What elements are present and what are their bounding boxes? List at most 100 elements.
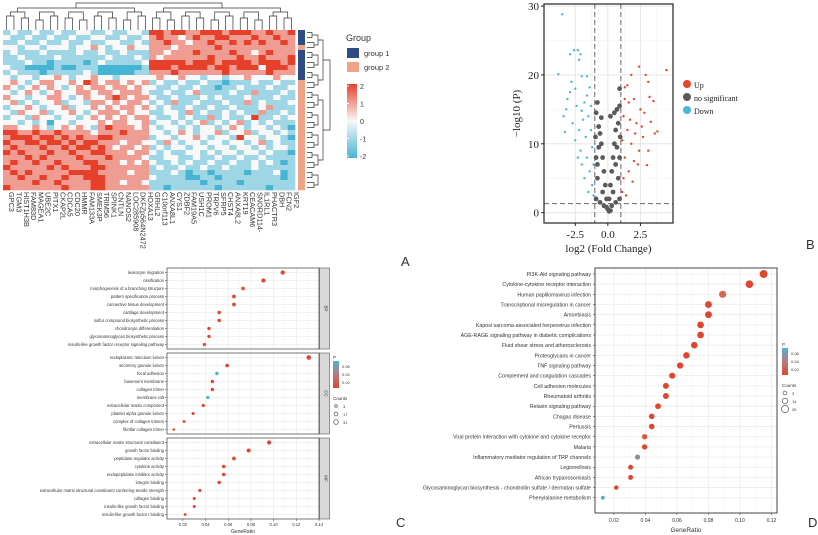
- heatmap-cell: [207, 70, 215, 76]
- heatmap-cell: [207, 125, 215, 131]
- heatmap-cell: [68, 185, 77, 191]
- heatmap-cell: [192, 120, 201, 126]
- heatmap-cell: [251, 45, 259, 51]
- gene-label: CEACAM6: [248, 192, 257, 227]
- heatmap-cell: [46, 40, 55, 46]
- heatmap-cell: [251, 165, 259, 171]
- heatmap-cell: [105, 70, 113, 76]
- heatmap-cell: [273, 125, 281, 131]
- heatmap-cell: [163, 30, 172, 36]
- heatmap-cell: [112, 155, 121, 161]
- heatmap-cell: [229, 110, 237, 116]
- heatmap-cell: [251, 150, 259, 156]
- heatmap-cell: [119, 185, 128, 191]
- heatmap-cell: [76, 110, 84, 116]
- heatmap-cell: [280, 125, 288, 131]
- heatmap-cell: [170, 55, 179, 61]
- heatmap-cell: [214, 105, 223, 111]
- heatmap-cell: [39, 40, 48, 46]
- heatmap-cell: [258, 95, 267, 101]
- gene-label: FAM133A: [87, 192, 96, 224]
- term-label: glycosaminoglycan biosynthetic process: [90, 334, 164, 339]
- term-label: Fluid shear stress and atherosclerosis: [502, 343, 592, 349]
- heatmap-cell: [243, 100, 252, 106]
- heatmap-cell: [105, 80, 113, 86]
- gene-label: HMMR: [80, 192, 89, 215]
- heatmap-cell: [149, 35, 157, 41]
- heatmap-cell: [112, 115, 121, 121]
- gene-label: DKFZp564N2472: [139, 192, 148, 249]
- heatmap-cell: [280, 140, 288, 146]
- row-dendrogram: [307, 32, 331, 188]
- volcano-point-up: [627, 101, 630, 104]
- heatmap-cell: [170, 45, 179, 51]
- dendrogram-branch: [79, 19, 88, 30]
- heatmap-cell: [163, 170, 172, 176]
- heatmap-cell: [156, 90, 164, 96]
- heatmap-cell: [68, 70, 77, 76]
- heatmap-cell: [46, 150, 55, 156]
- heatmap-cell: [97, 160, 106, 166]
- x-tick-label: 0.0: [601, 229, 615, 241]
- heatmap-cell: [54, 185, 62, 191]
- heatmap-cell: [90, 45, 99, 51]
- heatmap-cell: [141, 105, 150, 111]
- heatmap-cell: [134, 185, 142, 191]
- heatmap-cell: [178, 60, 186, 66]
- heatmap-cell: [24, 110, 33, 116]
- heatmap-cell: [280, 50, 288, 56]
- heatmap-cell: [243, 50, 252, 56]
- facet-strip: [319, 437, 330, 520]
- heatmap-cell: [134, 100, 142, 106]
- heatmap-cell: [46, 170, 55, 176]
- dendrogram-branch: [137, 15, 146, 30]
- heatmap-cell: [258, 170, 267, 176]
- heatmap-cell: [149, 75, 157, 81]
- dot-point: [192, 496, 196, 501]
- heatmap-cell: [163, 165, 172, 171]
- heatmap-cell: [170, 135, 179, 141]
- group-annotation-cell: [298, 50, 305, 56]
- heatmap-cell: [32, 120, 40, 126]
- gene-label: FCN2: [285, 192, 294, 211]
- heatmap-cell: [10, 90, 18, 96]
- heatmap-cell: [236, 35, 245, 41]
- heatmap-cell: [61, 115, 69, 121]
- x-tick-label: 0.12: [767, 518, 777, 524]
- heatmap-cell: [265, 115, 274, 121]
- dendrogram-branch: [6, 15, 15, 30]
- volcano-point-down: [585, 75, 589, 78]
- volcano-point-down: [557, 73, 560, 76]
- heatmap-cell: [200, 115, 208, 121]
- gene-label: IGF2: [292, 192, 301, 208]
- dot-point: [201, 403, 205, 408]
- heatmap-cell: [287, 115, 296, 121]
- heatmap-cell: [112, 100, 121, 106]
- dendrogram-branch: [225, 15, 234, 30]
- x-tick-label: 0.10: [270, 522, 279, 527]
- heatmap-cell: [119, 50, 128, 56]
- heatmap-cell: [83, 160, 91, 166]
- heatmap-cell: [141, 50, 150, 56]
- heatmap-cell: [207, 150, 215, 156]
- heatmap-cell: [68, 155, 77, 161]
- heatmap-cell: [10, 170, 18, 176]
- volcano-point-no-significant: [604, 196, 609, 202]
- dendrogram-branch: [75, 2, 223, 8]
- heatmap-cell: [141, 30, 150, 36]
- plot-background: [167, 438, 319, 519]
- volcano-point-down: [591, 183, 594, 187]
- heatmap-cell: [236, 160, 245, 166]
- heatmap-cell: [3, 125, 11, 131]
- heatmap-cell: [134, 80, 142, 86]
- heatmap-cell: [46, 105, 55, 111]
- group-legend-label: group 2: [364, 63, 389, 72]
- heatmap-cell: [258, 150, 267, 156]
- heatmap-cell: [134, 135, 142, 141]
- heatmap-cell: [39, 170, 48, 176]
- volcano-point-no-significant: [610, 155, 616, 160]
- heatmap-cell: [24, 95, 33, 101]
- heatmap-cell: [287, 85, 296, 91]
- heatmap-cell: [119, 105, 128, 111]
- heatmap-cell: [280, 40, 288, 46]
